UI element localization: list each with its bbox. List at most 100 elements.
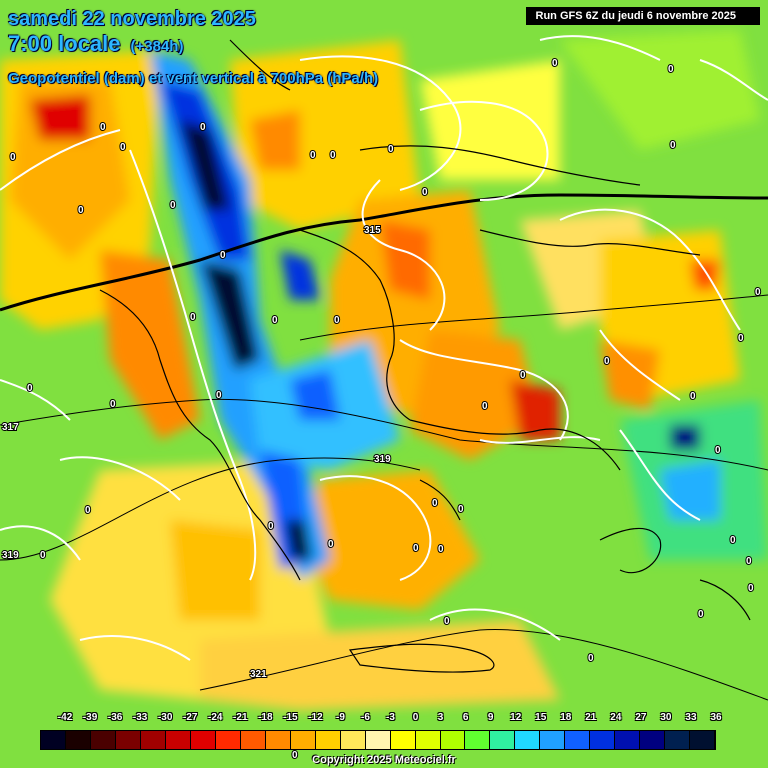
legend-tick-label: 6 [462,712,469,723]
legend-swatch [340,731,366,749]
zero-contour-label: 0 [292,750,298,761]
zero-contour-label: 0 [78,205,84,216]
zero-contour-label: 0 [432,498,438,509]
legend-swatch [490,731,516,749]
color-legend: -42 -39 -36 -33 -30 -27 -24 -21 -18 -15 -12 -9 -6 -3 0… [40,712,722,752]
zero-contour-label: 0 [444,616,450,627]
legend-tick-label: -18 [258,712,273,723]
legend-tick-label: 21 [585,712,597,723]
local-time-line: 7:00 locale (+384h) [8,31,183,57]
legend-swatch [590,731,616,749]
zero-contour-label: 0 [10,152,16,163]
legend-swatch [540,731,566,749]
zero-contour-label: 0 [216,390,222,401]
forecast-offset: (+384h) [130,38,184,55]
legend-tick-label: 12 [510,712,522,723]
geopotential-label-layer: 315 319 319 317 321 [1,224,392,681]
zero-contour-label: 0 [422,187,428,198]
legend-tick-label: -39 [82,712,98,723]
legend-swatch [115,731,141,749]
zero-contour-label: 0 [730,535,736,546]
legend-swatch [390,731,416,749]
zero-contour-label: 0 [268,521,274,532]
legend-tick-label: -9 [335,712,345,723]
legend-tick-label: 0 [412,712,419,723]
legend-tick-label: 33 [685,712,697,723]
zero-contour-label: 0 [738,333,744,344]
zero-contour-label: 0 [110,399,116,410]
legend-swatch [240,731,266,749]
legend-tick-label: 18 [560,712,572,723]
legend-swatch [515,731,541,749]
legend-tick-label: -24 [208,712,223,723]
legend-tick-label: -21 [233,712,248,723]
zero-contour-label: 0 [388,144,394,155]
legend-tick-label: -33 [132,712,148,723]
legend-tick-label: -12 [308,712,323,723]
geopotential-isoline-label: 321 [250,669,267,680]
zero-contour-label: 0 [438,544,444,555]
legend-swatch [140,731,166,749]
zero-contour-label: 0 [85,505,91,516]
zero-contour-label: 0 [310,150,316,161]
legend-swatch [365,731,391,749]
zero-contour-label: 0 [690,391,696,402]
geopotential-isoline-label: 319 [374,454,391,465]
legend-swatch [315,731,341,749]
legend-swatch [190,731,216,749]
legend-tick-label: -27 [182,712,198,723]
geopotential-isoline-label: 317 [2,422,19,433]
geopotential-isolines-thin [0,294,768,701]
copyright-text: Copyright 2025 Meteociel.fr [312,754,456,766]
legend-swatch [440,731,466,749]
legend-swatch [65,731,91,749]
geopotential-isolines [0,193,768,312]
zero-contour-label: 0 [330,150,336,161]
zero-contour-label: 0 [40,550,46,561]
zero-contour-label: 0 [272,315,278,326]
legend-tick-label: 30 [660,712,672,723]
zero-label-layer: 0 0 0 0 0 0 0 0 0 0 0 0 0 0 0 0 0 0 0 0 0 0 0 0 0 0 0 0 0 0 0 0 0 0 0 0 0 0 0 0… [9,57,762,762]
legend-tick-row: -42 -39 -36 -33 -30 -27 -24 -21 -18 -15 -12 -9 -6 -3 0… [40,712,722,726]
legend-tick-label: -30 [157,712,173,723]
zero-contour-label: 0 [27,383,33,394]
zero-contour-label: 0 [668,64,674,75]
legend-swatch [41,731,66,749]
legend-tick-label: 15 [535,712,547,723]
zero-contour-label: 0 [755,287,761,298]
zero-contour-label: 0 [190,312,196,323]
legend-tick-label: -36 [107,712,123,723]
legend-swatch [165,731,191,749]
zero-contour-label: 0 [520,370,526,381]
coastlines [99,39,751,673]
legend-tick-label: 24 [610,712,622,723]
legend-swatch [465,731,491,749]
zero-contours [0,35,768,661]
zero-contour-label: 0 [748,583,754,594]
zero-contour-label: 0 [670,140,676,151]
zero-contour-label: 0 [458,504,464,515]
zero-contour-label: 0 [100,122,106,133]
zero-contour-label: 0 [170,200,176,211]
legend-swatch [215,731,241,749]
local-time: 7:00 locale [8,31,121,56]
legend-swatch [265,731,291,749]
zero-contour-label: 0 [746,556,752,567]
legend-tick-label: 3 [437,712,444,723]
zero-contour-label: 0 [588,653,594,664]
legend-swatch [290,731,316,749]
zero-contour-label: 0 [120,142,126,153]
legend-swatch [640,731,666,749]
legend-swatch [90,731,116,749]
legend-tick-label: -15 [283,712,298,723]
legend-tick-label: -3 [386,712,395,723]
zero-contour-label: 0 [715,445,721,456]
run-info-badge: Run GFS 6Z du jeudi 6 novembre 2025 [525,7,760,25]
legend-swatch [565,731,591,749]
zero-contour-label: 0 [413,543,419,554]
legend-swatch [415,731,441,749]
legend-tick-label: 27 [635,712,647,723]
parameter-title: Geopotentiel (dam) et vent vertical à 70… [8,70,379,87]
